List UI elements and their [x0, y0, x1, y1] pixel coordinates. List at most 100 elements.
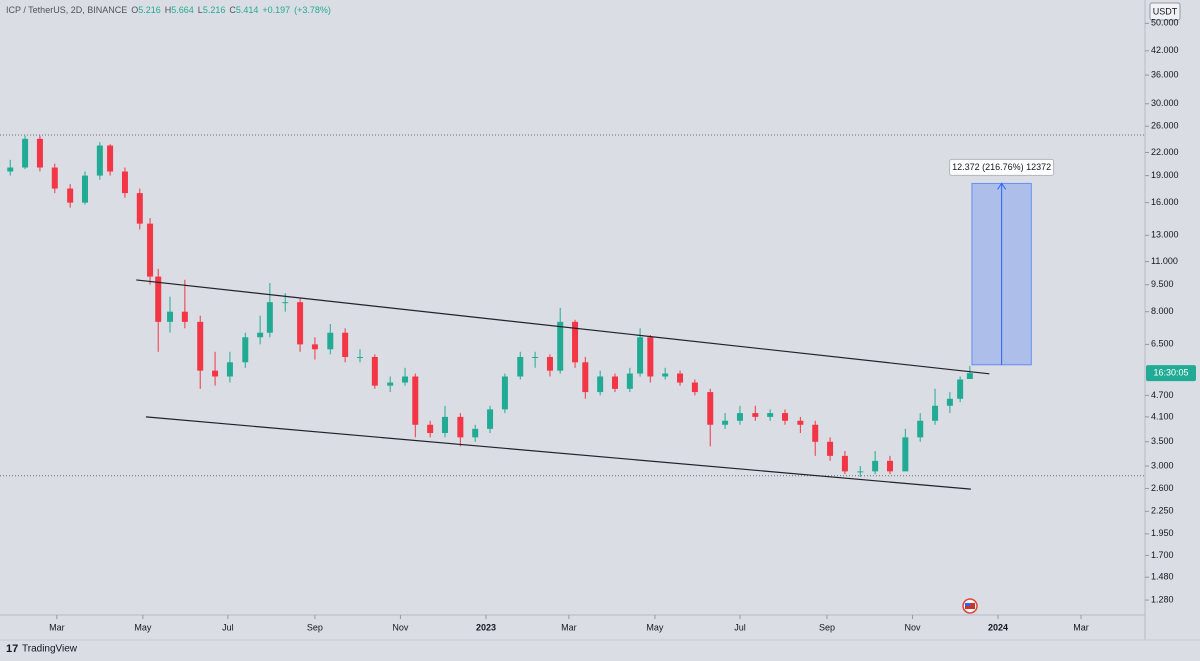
x-tick-label: May	[134, 622, 152, 632]
candle-body	[517, 356, 524, 377]
candle-body	[327, 332, 334, 350]
y-tick-label: 2.600	[1151, 483, 1174, 493]
candle-body	[841, 455, 848, 472]
y-tick-label: 8.000	[1151, 306, 1174, 316]
candle-body	[96, 145, 103, 176]
header-text: ICP / TetherUS, 2D, BINANCE O5.216 H5.664 L…	[6, 5, 331, 15]
y-tick-label: 11.000	[1151, 256, 1178, 266]
y-tick-label: 19.000	[1151, 170, 1179, 180]
ohlc-value: 5.216	[138, 5, 161, 15]
candle-body	[212, 370, 219, 377]
y-tick-label: 4.700	[1151, 390, 1174, 400]
candle-body	[736, 413, 743, 421]
candle-body	[662, 373, 669, 377]
y-tick-label: 36.000	[1151, 69, 1179, 79]
candle-body	[155, 276, 162, 322]
candle-body	[501, 376, 508, 410]
candle-body	[121, 171, 128, 194]
candle-body	[767, 413, 774, 417]
countdown: 16:30:05	[1153, 368, 1188, 378]
candle-body	[572, 321, 579, 363]
x-tick-label: Mar	[1073, 622, 1089, 632]
x-tick-label: May	[646, 622, 664, 632]
svg-text:17: 17	[6, 643, 18, 655]
y-tick-label: 30.000	[1151, 98, 1179, 108]
change-percent: (+3.78%)	[294, 5, 331, 15]
candle-body	[827, 441, 834, 456]
y-tick-label: 1.700	[1151, 550, 1174, 560]
candle-body	[707, 392, 714, 425]
candle-body	[67, 188, 74, 203]
candle-body	[167, 311, 174, 322]
candle-body	[427, 424, 434, 434]
y-tick-label: 6.500	[1151, 339, 1174, 349]
candle-body	[147, 223, 154, 277]
candle-body	[242, 337, 249, 363]
candle-body	[266, 302, 273, 333]
candle-body	[457, 416, 464, 438]
candle-body	[647, 337, 654, 377]
x-tick-label: Sep	[819, 622, 835, 632]
candle-body	[557, 321, 564, 371]
candle-body	[297, 302, 304, 345]
candle-body	[966, 373, 973, 380]
ohlc-value: 5.664	[171, 5, 194, 15]
candle-body	[752, 413, 759, 417]
countdown-box	[1146, 365, 1196, 382]
ohlc-label: C	[229, 5, 236, 15]
candle-body	[546, 356, 553, 371]
y-tick-label: 3.000	[1151, 460, 1174, 470]
candle-body	[412, 376, 419, 425]
candle-body	[36, 138, 43, 168]
y-tick-label: 1.480	[1151, 572, 1174, 582]
y-tick-label: 42.000	[1151, 45, 1179, 55]
candle-body	[902, 437, 909, 472]
candle-body	[257, 332, 264, 338]
candle-body	[872, 460, 879, 472]
x-tick-label: Jul	[734, 622, 746, 632]
candle-body	[136, 193, 143, 224]
change: +0.197	[262, 5, 290, 15]
candle-body	[387, 382, 394, 386]
candle-body	[311, 344, 318, 350]
candle-body	[107, 145, 114, 172]
candle-body	[946, 398, 953, 406]
y-tick-label: 4.100	[1151, 411, 1174, 421]
candle-body	[441, 416, 448, 434]
ohlc-label: H	[165, 5, 172, 15]
candle-body	[722, 420, 729, 425]
candle-body	[22, 138, 29, 168]
ohlc-label: O	[131, 5, 138, 15]
brand-logo: 17	[6, 643, 18, 655]
ohlc-label: L	[198, 5, 203, 15]
candle-body	[782, 413, 789, 421]
y-tick-label: 50.000	[1151, 18, 1179, 28]
x-tick-label: 2024	[988, 622, 1008, 632]
currency-box[interactable]	[1149, 2, 1181, 21]
candle-body	[371, 356, 378, 386]
candle-body	[181, 311, 188, 322]
candle-body	[886, 460, 893, 472]
x-tick-label: Nov	[905, 622, 922, 632]
measure-label: 12.372 (216.76%) 12372	[952, 162, 1051, 172]
y-tick-label: 16.000	[1151, 197, 1179, 207]
currency[interactable]: USDT	[1153, 6, 1178, 16]
y-tick-label: 13.000	[1151, 230, 1179, 240]
candle-body	[857, 471, 864, 473]
candle-body	[402, 376, 409, 383]
x-tick-label: Mar	[49, 622, 65, 632]
y-tick-label: 26.000	[1151, 121, 1179, 131]
x-tick-label: Mar	[561, 622, 577, 632]
candle-body	[226, 362, 233, 377]
y-tick-label: 22.000	[1151, 147, 1179, 157]
candle-body	[637, 337, 644, 374]
candle-body	[472, 428, 479, 438]
trendline	[145, 416, 971, 490]
candle-body	[597, 376, 604, 393]
ohlc-value: 5.216	[203, 5, 226, 15]
candle-body	[626, 373, 633, 389]
candle-body	[51, 167, 58, 189]
x-tick-label: Sep	[307, 622, 323, 632]
candle-body	[82, 175, 89, 203]
